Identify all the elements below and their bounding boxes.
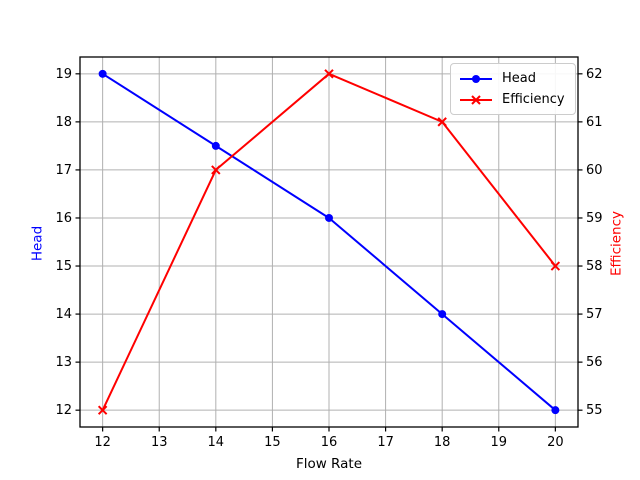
legend-label-head: Head <box>502 71 536 86</box>
svg-text:16: 16 <box>55 211 72 226</box>
svg-text:20: 20 <box>547 435 564 450</box>
svg-text:17: 17 <box>55 163 72 178</box>
svg-text:18: 18 <box>434 435 451 450</box>
svg-text:61: 61 <box>586 115 603 130</box>
legend-label-efficiency: Efficiency <box>502 92 565 107</box>
svg-text:19: 19 <box>490 435 507 450</box>
svg-text:58: 58 <box>586 259 603 274</box>
legend: Head Efficiency <box>450 63 576 115</box>
svg-text:62: 62 <box>586 67 603 82</box>
svg-text:60: 60 <box>586 163 603 178</box>
svg-text:12: 12 <box>94 435 111 450</box>
svg-text:55: 55 <box>586 403 603 418</box>
svg-text:19: 19 <box>55 67 72 82</box>
svg-text:17: 17 <box>377 435 394 450</box>
svg-text:14: 14 <box>208 435 225 450</box>
svg-text:12: 12 <box>55 403 72 418</box>
svg-text:16: 16 <box>321 435 338 450</box>
legend-entry-head: Head <box>459 68 565 89</box>
svg-text:56: 56 <box>586 355 603 370</box>
svg-text:13: 13 <box>55 355 72 370</box>
svg-text:15: 15 <box>55 259 72 274</box>
svg-text:57: 57 <box>586 307 603 322</box>
legend-entry-efficiency: Efficiency <box>459 89 565 110</box>
head-line-marker-icon <box>460 74 492 83</box>
svg-text:15: 15 <box>264 435 281 450</box>
efficiency-line-marker-icon <box>460 94 492 105</box>
svg-text:13: 13 <box>151 435 168 450</box>
svg-text:14: 14 <box>55 307 72 322</box>
svg-text:18: 18 <box>55 115 72 130</box>
svg-text:59: 59 <box>586 211 603 226</box>
